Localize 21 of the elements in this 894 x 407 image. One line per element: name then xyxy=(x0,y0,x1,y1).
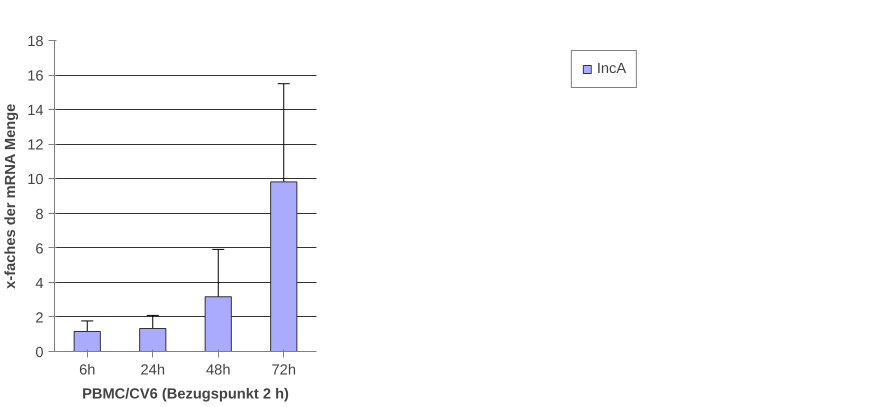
y-tick-label: 6 xyxy=(35,241,44,258)
y-axis-title: x-faches der mRNA Menge xyxy=(3,104,20,289)
bar xyxy=(139,328,166,352)
y-tick-label: 0 xyxy=(35,345,44,361)
y-tick-label: 10 xyxy=(27,172,44,188)
bar xyxy=(270,181,298,352)
x-tick-label: 48h xyxy=(206,362,230,378)
bar xyxy=(74,330,101,352)
y-tick-label: 4 xyxy=(35,276,44,292)
x-tick-label: 24h xyxy=(140,362,165,378)
x-tick-label: 6h xyxy=(79,362,96,378)
bar xyxy=(204,296,232,352)
y-tick-label: 8 xyxy=(35,206,44,223)
y-tick-label: 14 xyxy=(27,103,44,120)
y-tick-label: 12 xyxy=(27,138,44,154)
y-tick-label: 2 xyxy=(35,310,44,326)
y-tick-label: 18 xyxy=(27,34,44,50)
x-axis-title: PBMC/CV6 (Bezugspunkt 2 h) xyxy=(82,386,290,402)
y-tick-label: 16 xyxy=(27,68,44,85)
legend-label: IncA xyxy=(596,61,626,77)
x-tick-label: 72h xyxy=(272,362,296,378)
